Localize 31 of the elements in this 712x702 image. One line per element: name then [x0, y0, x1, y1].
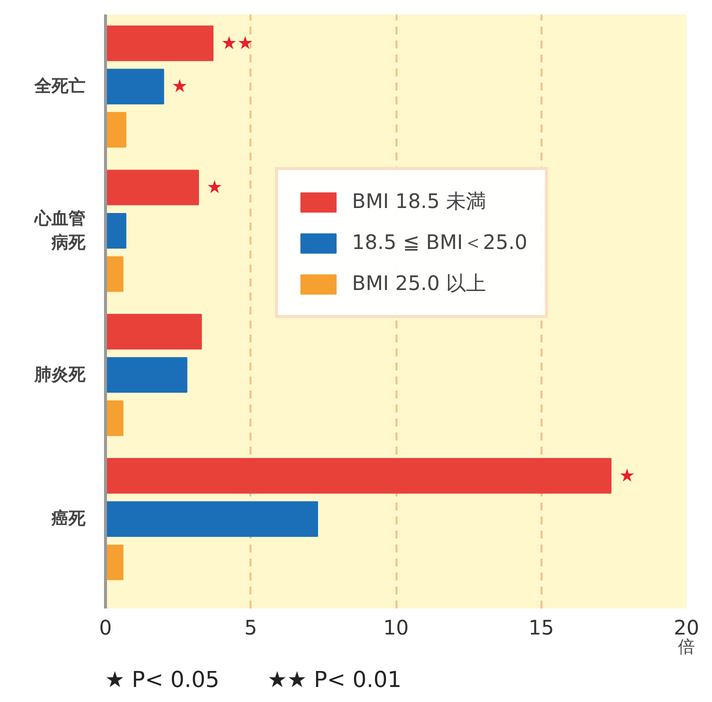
text: ★★ P< 0.01	[267, 668, 402, 693]
bar	[106, 256, 124, 292]
bar	[106, 26, 214, 62]
x-tick-label: 15	[528, 616, 554, 640]
bar	[106, 212, 126, 249]
x-axis-title: 倍	[678, 638, 695, 658]
bar	[106, 458, 612, 494]
data-label: ★	[618, 465, 636, 486]
bar	[106, 112, 126, 148]
x-tick-label: 20	[674, 616, 700, 640]
x-tick-label: 0	[99, 616, 112, 640]
bar	[106, 68, 164, 104]
bar	[106, 314, 202, 350]
bar	[106, 357, 188, 393]
x-tick-label: 10	[383, 616, 409, 640]
y-tick-label: 肺炎死	[34, 364, 86, 385]
legend-label: BMI 25.0 以上	[352, 270, 486, 297]
y-tick-label: 癌死	[50, 509, 86, 530]
bar	[106, 170, 199, 206]
bar	[106, 544, 124, 580]
data-label: ★	[206, 177, 223, 198]
y-tick-label: 全死亡	[34, 76, 86, 97]
data-label: ★★	[220, 32, 254, 54]
x-tick-label: 5	[244, 616, 258, 640]
legend-label: 18.5 ≦ BMI＜25.0	[352, 229, 528, 256]
bar	[106, 501, 318, 537]
data-label: ★	[172, 76, 188, 98]
text: ★ P< 0.05	[105, 668, 220, 693]
bar	[106, 400, 124, 436]
y-tick-label: 心血管病死	[34, 208, 86, 253]
legend-label: BMI 18.5 未満	[352, 188, 486, 215]
